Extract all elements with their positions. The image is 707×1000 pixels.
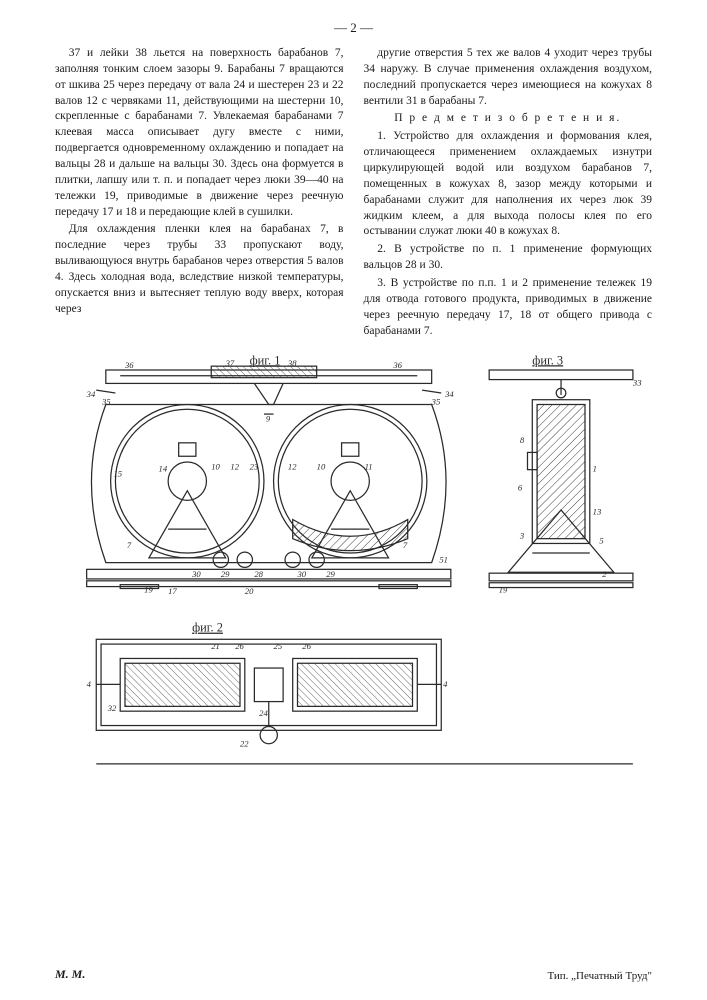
svg-text:4: 4 bbox=[87, 680, 92, 690]
svg-text:17: 17 bbox=[168, 587, 177, 597]
svg-text:26: 26 bbox=[302, 641, 311, 651]
fig2-label: фиг. 2 bbox=[192, 621, 223, 635]
svg-text:32: 32 bbox=[107, 704, 117, 714]
svg-text:2: 2 bbox=[602, 569, 607, 579]
footer-initials: М. М. bbox=[55, 967, 85, 982]
svg-text:13: 13 bbox=[593, 507, 602, 517]
claim-3: 3. В устройстве по п.п. 1 и 2 применение… bbox=[364, 276, 653, 339]
svg-text:28: 28 bbox=[254, 569, 263, 579]
svg-text:29: 29 bbox=[326, 569, 335, 579]
claim-1: 1. Устройство для охлаждения и формовани… bbox=[364, 129, 653, 240]
svg-text:12: 12 bbox=[230, 462, 239, 472]
svg-text:12: 12 bbox=[288, 462, 297, 472]
svg-text:36: 36 bbox=[392, 361, 402, 371]
svg-text:3: 3 bbox=[519, 531, 524, 541]
fig1-label: фиг. 1 bbox=[250, 354, 281, 368]
svg-text:34: 34 bbox=[444, 389, 454, 399]
svg-text:30: 30 bbox=[297, 569, 307, 579]
svg-text:4: 4 bbox=[443, 680, 448, 690]
svg-text:38: 38 bbox=[287, 359, 297, 369]
svg-text:9: 9 bbox=[266, 414, 271, 424]
fig3: фиг. 3 33 8 1 6 13 3 bbox=[489, 354, 641, 595]
svg-text:20: 20 bbox=[245, 587, 254, 597]
svg-text:37: 37 bbox=[225, 359, 235, 369]
svg-text:10: 10 bbox=[317, 462, 326, 472]
svg-text:23: 23 bbox=[250, 462, 259, 472]
svg-text:19: 19 bbox=[144, 585, 153, 595]
svg-text:11: 11 bbox=[365, 462, 373, 472]
svg-text:7: 7 bbox=[127, 541, 132, 551]
svg-text:5: 5 bbox=[599, 536, 604, 546]
svg-text:26: 26 bbox=[235, 641, 244, 651]
claims-heading: П р е д м е т и з о б р е т е н и я. bbox=[364, 111, 653, 127]
para-1: 37 и лейки 38 льется на поверхность бара… bbox=[55, 46, 344, 220]
svg-text:10: 10 bbox=[211, 462, 220, 472]
svg-text:21: 21 bbox=[211, 641, 220, 651]
svg-text:6: 6 bbox=[518, 483, 523, 493]
claim-2: 2. В устройстве по п. 1 применение форму… bbox=[364, 242, 653, 274]
svg-text:22: 22 bbox=[240, 739, 249, 749]
svg-text:19: 19 bbox=[499, 585, 508, 595]
fig1: фиг. 1 bbox=[86, 354, 455, 597]
svg-text:30: 30 bbox=[191, 569, 201, 579]
footer-print: Тип. „Печатный Труд" bbox=[547, 970, 652, 982]
fig2: фиг. 2 21 26 25 bbox=[87, 621, 633, 764]
svg-text:8: 8 bbox=[520, 435, 525, 445]
svg-text:34: 34 bbox=[86, 389, 96, 399]
patent-figures: фиг. 1 bbox=[55, 347, 655, 807]
svg-text:25: 25 bbox=[274, 641, 283, 651]
svg-text:51: 51 bbox=[439, 555, 448, 565]
para-2: Для охлаждения пленки клея на барабанах … bbox=[55, 222, 344, 317]
svg-text:36: 36 bbox=[124, 361, 134, 371]
para-3: другие отверстия 5 тех же валов 4 уходит… bbox=[364, 46, 653, 109]
svg-text:29: 29 bbox=[221, 569, 230, 579]
svg-text:1: 1 bbox=[593, 464, 597, 474]
svg-text:24: 24 bbox=[259, 708, 268, 718]
svg-text:15: 15 bbox=[114, 469, 123, 479]
svg-text:14: 14 bbox=[159, 464, 168, 474]
svg-text:35: 35 bbox=[101, 397, 111, 407]
body-text: 37 и лейки 38 льется на поверхность бара… bbox=[55, 46, 652, 339]
svg-text:35: 35 bbox=[431, 397, 441, 407]
fig3-label: фиг. 3 bbox=[532, 354, 563, 368]
svg-text:33: 33 bbox=[632, 378, 642, 388]
page-number: — 2 — bbox=[55, 20, 652, 36]
figures-block: фиг. 1 bbox=[55, 347, 652, 990]
svg-text:7: 7 bbox=[403, 541, 408, 551]
